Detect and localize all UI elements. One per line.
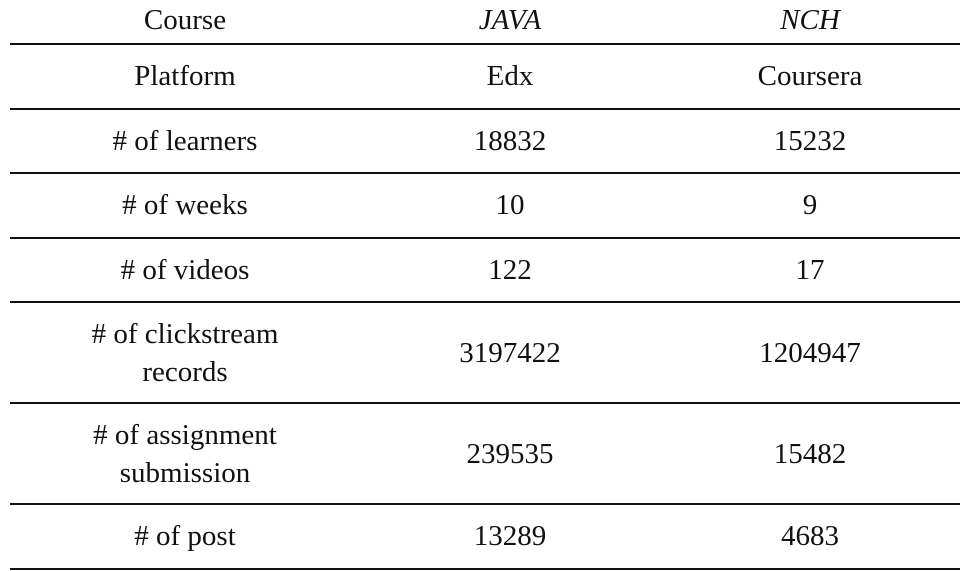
row-label-line2: records — [142, 355, 228, 388]
row-label: # of post — [134, 520, 236, 553]
table-row: # of videos 122 17 — [10, 239, 960, 303]
table-row: # of learners 18832 15232 — [10, 110, 960, 174]
nch-value: 9 — [802, 189, 818, 222]
nch-value: 15232 — [773, 124, 847, 157]
java-value: 122 — [488, 253, 532, 286]
table-row: # of post 13289 4683 — [10, 505, 960, 570]
nch-value: Coursera — [757, 60, 863, 93]
java-value: 239535 — [466, 437, 554, 470]
header-java: JAVA — [478, 3, 542, 36]
nch-value: 1204947 — [759, 336, 861, 369]
table-row: # of weeks 10 9 — [10, 174, 960, 239]
table-row: Platform Edx Coursera — [10, 45, 960, 110]
row-label: # of clickstream records — [10, 315, 360, 391]
nch-value: 15482 — [773, 437, 847, 470]
row-label-line1: # of clickstream — [91, 317, 279, 350]
java-value: 18832 — [473, 124, 547, 157]
table-row: # of assignment submission 239535 15482 — [10, 404, 960, 505]
course-statistics-table: Course JAVA NCH Platform Edx Coursera # … — [10, 0, 960, 570]
row-label-line1: # of assignment — [93, 418, 277, 451]
java-value: Edx — [486, 60, 534, 93]
java-value: 3197422 — [459, 336, 561, 369]
java-value: 10 — [495, 189, 525, 222]
row-label: # of learners — [112, 124, 258, 157]
header-nch: NCH — [780, 3, 840, 36]
row-label: Platform — [134, 60, 236, 93]
java-value: 13289 — [473, 520, 547, 553]
nch-value: 17 — [795, 253, 825, 286]
row-label: # of videos — [120, 253, 250, 286]
row-label: # of weeks — [122, 189, 248, 222]
nch-value: 4683 — [781, 520, 839, 553]
header-course: Course — [143, 3, 227, 36]
row-label-line2: submission — [119, 456, 251, 489]
table-header-row: Course JAVA NCH — [10, 0, 960, 45]
table-row: # of clickstream records 3197422 1204947 — [10, 303, 960, 404]
row-label: # of assignment submission — [10, 416, 360, 492]
